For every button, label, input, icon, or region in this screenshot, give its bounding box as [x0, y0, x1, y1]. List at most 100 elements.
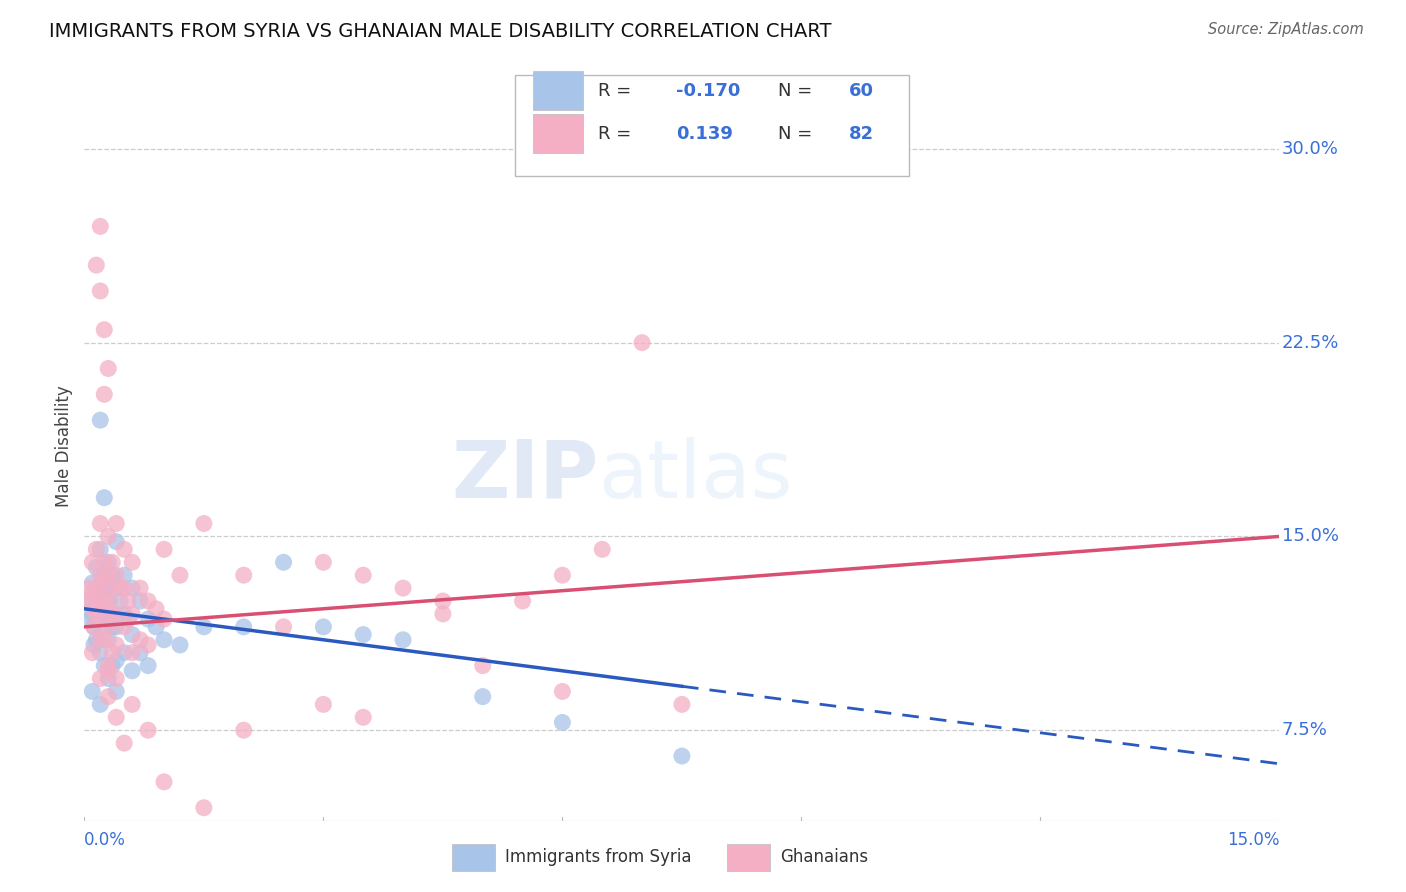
Point: [112, 646, 135, 660]
Point: [97, 594, 120, 608]
Point: [352, 710, 374, 724]
Point: [551, 684, 574, 698]
Point: [82, 607, 104, 621]
Text: 0.139: 0.139: [676, 125, 733, 143]
Point: [86, 632, 108, 647]
Text: ZIP: ZIP: [451, 437, 599, 515]
Point: [97, 361, 120, 376]
Point: [86, 581, 108, 595]
Point: [193, 801, 215, 815]
Point: [83, 620, 105, 634]
Point: [591, 542, 613, 557]
Point: [89, 607, 111, 621]
Point: [101, 646, 124, 660]
Point: [101, 658, 124, 673]
Point: [83, 638, 105, 652]
Point: [93, 607, 115, 621]
Point: [93, 491, 115, 505]
Point: [392, 581, 415, 595]
Point: [105, 620, 128, 634]
Point: [89, 219, 111, 234]
Text: R =: R =: [599, 82, 637, 100]
Point: [312, 555, 335, 569]
Y-axis label: Male Disability: Male Disability: [55, 385, 73, 507]
Point: [77, 594, 100, 608]
Point: [105, 568, 128, 582]
Point: [112, 568, 135, 582]
Point: [101, 607, 124, 621]
Point: [153, 775, 176, 789]
Point: [352, 627, 374, 641]
Point: [89, 542, 111, 557]
Point: [87, 607, 110, 621]
Text: 82: 82: [849, 125, 875, 143]
Point: [89, 646, 111, 660]
Point: [97, 555, 120, 569]
Point: [129, 646, 152, 660]
Point: [105, 516, 128, 531]
Point: [89, 284, 111, 298]
Point: [87, 594, 110, 608]
FancyBboxPatch shape: [453, 844, 495, 871]
Point: [105, 710, 128, 724]
Point: [193, 620, 215, 634]
Point: [86, 560, 108, 574]
Point: [129, 632, 152, 647]
Point: [551, 568, 574, 582]
Point: [105, 581, 128, 595]
Point: [129, 581, 152, 595]
Point: [121, 627, 143, 641]
Text: IMMIGRANTS FROM SYRIA VS GHANAIAN MALE DISABILITY CORRELATION CHART: IMMIGRANTS FROM SYRIA VS GHANAIAN MALE D…: [49, 22, 832, 41]
Point: [97, 581, 120, 595]
Point: [112, 581, 135, 595]
Text: atlas: atlas: [599, 437, 793, 515]
Point: [110, 581, 132, 595]
Point: [432, 607, 454, 621]
Point: [121, 698, 143, 712]
Point: [105, 534, 128, 549]
Point: [101, 568, 124, 582]
Text: -0.170: -0.170: [676, 82, 741, 100]
Point: [232, 620, 254, 634]
Point: [551, 715, 574, 730]
Point: [671, 698, 693, 712]
Point: [110, 594, 132, 608]
Point: [89, 632, 111, 647]
Point: [432, 594, 454, 608]
Text: N =: N =: [778, 125, 817, 143]
Point: [80, 612, 103, 626]
Point: [121, 664, 143, 678]
FancyBboxPatch shape: [533, 114, 582, 153]
Point: [86, 594, 108, 608]
Text: Immigrants from Syria: Immigrants from Syria: [505, 848, 692, 866]
Point: [121, 607, 143, 621]
Point: [232, 723, 254, 738]
Point: [96, 581, 118, 595]
Point: [97, 620, 120, 634]
Point: [193, 516, 215, 531]
Text: 0.0%: 0.0%: [84, 831, 127, 849]
Point: [169, 568, 191, 582]
Text: 60: 60: [849, 82, 875, 100]
Point: [112, 736, 135, 750]
Point: [273, 620, 295, 634]
Point: [89, 568, 111, 582]
Text: R =: R =: [599, 125, 637, 143]
Point: [82, 586, 104, 600]
Point: [93, 568, 115, 582]
Point: [145, 620, 167, 634]
Point: [136, 658, 159, 673]
Point: [89, 581, 111, 595]
Point: [671, 749, 693, 764]
Point: [153, 542, 176, 557]
Point: [89, 516, 111, 531]
Point: [112, 620, 135, 634]
FancyBboxPatch shape: [727, 844, 770, 871]
Point: [273, 555, 295, 569]
Point: [169, 638, 191, 652]
Point: [145, 601, 167, 615]
Text: N =: N =: [778, 82, 817, 100]
Point: [86, 607, 108, 621]
Point: [90, 586, 112, 600]
Text: 7.5%: 7.5%: [1282, 722, 1327, 739]
